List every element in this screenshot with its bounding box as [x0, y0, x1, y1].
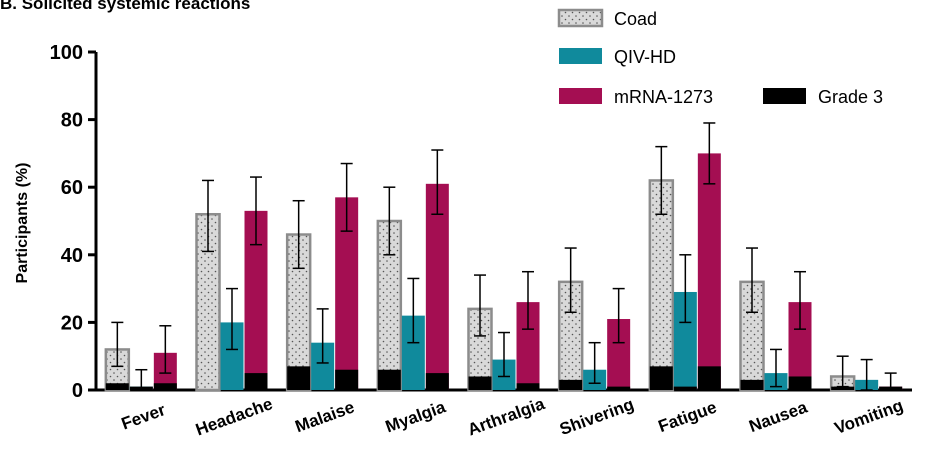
- y-tick-label: 20: [61, 312, 83, 334]
- legend-swatch: [557, 8, 604, 28]
- grade3-bar: [105, 383, 129, 390]
- grade3-bar: [831, 386, 855, 390]
- chart-title: B. Solicited systemic reactions: [0, 0, 251, 13]
- x-tick-label: Headache: [193, 394, 275, 439]
- legend-label: Coad: [614, 9, 657, 29]
- x-tick-label: Arthralgia: [465, 394, 547, 440]
- legend-swatch: [763, 88, 806, 104]
- x-tick-label: Malaise: [293, 397, 357, 436]
- grade3-bar: [335, 369, 359, 390]
- x-tick-label: Shivering: [557, 395, 636, 439]
- y-axis-label: Participants (%): [14, 163, 31, 284]
- y-tick-label: 40: [61, 245, 83, 267]
- x-tick-label: Myalgia: [383, 397, 449, 436]
- x-tick-label: Nausea: [746, 397, 810, 436]
- x-tick-label: Fatigue: [656, 398, 719, 437]
- bar-mrna-1273: [607, 319, 631, 390]
- grade3-bar: [607, 386, 631, 390]
- bar-mrna-1273: [516, 302, 540, 390]
- bar-mrna-1273: [244, 210, 268, 390]
- grade3-bar: [516, 383, 540, 390]
- bar-qiv-hd: [401, 315, 425, 390]
- legend-label: mRNA-1273: [614, 87, 713, 107]
- legend-swatch: [559, 48, 602, 64]
- y-tick-label: 80: [61, 110, 83, 132]
- y-tick-label: 0: [72, 380, 83, 402]
- bar-mrna-1273: [788, 302, 812, 390]
- legend-label: Grade 3: [818, 87, 883, 107]
- y-tick-label: 60: [61, 177, 83, 199]
- grade3-bar: [697, 366, 721, 390]
- grade3-bar: [377, 369, 401, 390]
- x-tick-label: Fever: [119, 400, 168, 434]
- grade3-bar: [425, 373, 449, 390]
- grade3-bar: [559, 379, 583, 390]
- bar-mrna-1273: [425, 183, 449, 390]
- x-tick-label: Vomiting: [832, 396, 906, 438]
- legend-swatch: [559, 88, 602, 104]
- grade3-bar: [788, 376, 812, 390]
- y-tick-label: 100: [50, 42, 83, 64]
- bar-qiv-hd: [311, 342, 335, 390]
- grade3-bar: [244, 373, 268, 390]
- grade3-bar: [740, 379, 764, 390]
- bar-mrna-1273: [697, 153, 721, 390]
- grade3-bar: [649, 366, 673, 390]
- grade3-bar: [468, 376, 492, 390]
- bar-mrna-1273: [335, 197, 359, 390]
- grade3-bar: [287, 366, 311, 390]
- legend-label: QIV-HD: [614, 47, 676, 67]
- grade3-bar: [673, 386, 697, 390]
- bar-qiv-hd: [673, 291, 697, 390]
- grade3-bar: [153, 383, 177, 390]
- bar-qiv-hd: [220, 322, 244, 390]
